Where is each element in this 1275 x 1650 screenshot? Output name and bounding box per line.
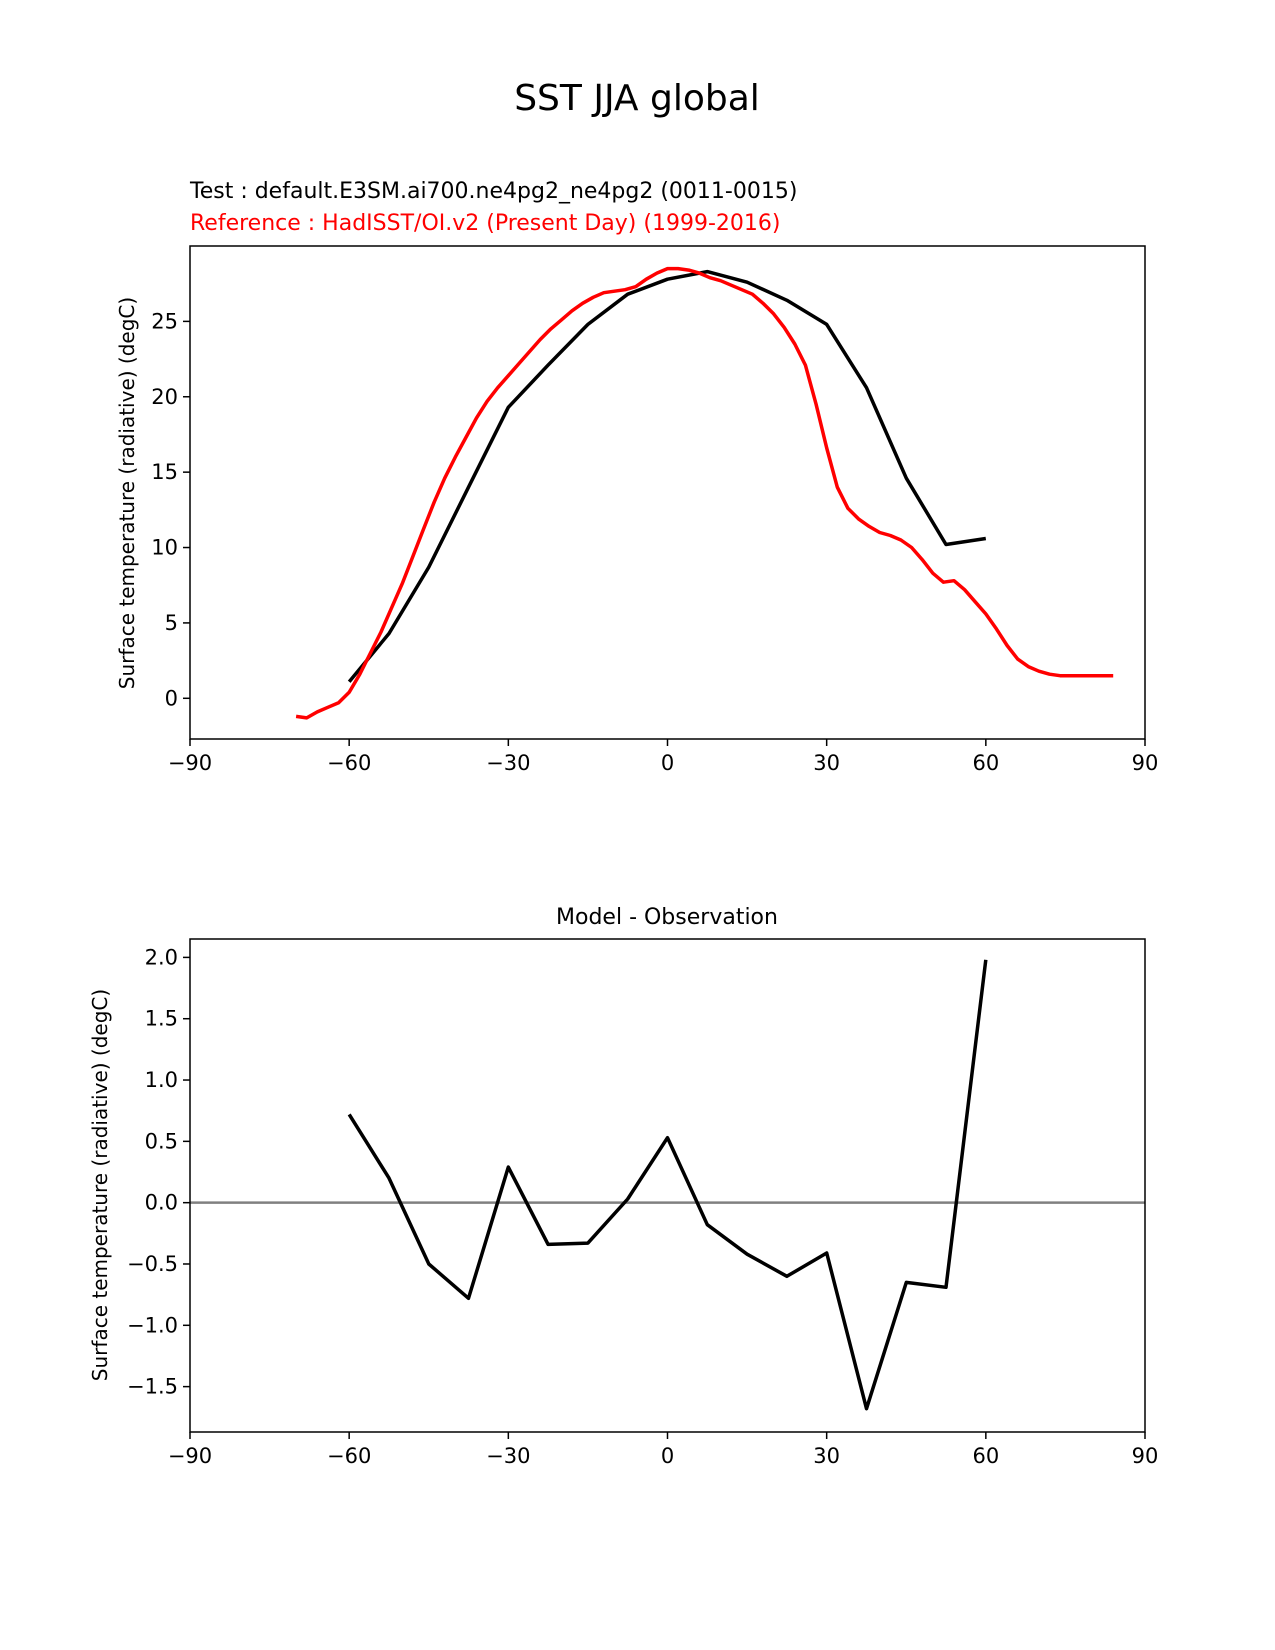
- top-x-tick-label: 60: [972, 751, 999, 775]
- bottom-x-tick-label: −60: [327, 1444, 371, 1468]
- top-ticks: −90 −60 −30 0 30 60 90 0 5 10 15 20 25: [151, 309, 1158, 775]
- top-y-tick-label: 20: [151, 385, 178, 409]
- bottom-x-tick-label: 0: [661, 1444, 674, 1468]
- bottom-ticks: −90 −60 −30 0 30 60 90 −1.5 −1.0 −0.5 0.0 0.5 1.0 1.5…: [127, 945, 1158, 1468]
- top-plot-frame: [189, 245, 1146, 740]
- top-y-tick-label: 15: [151, 460, 178, 484]
- bottom-title: Model - Observation: [556, 905, 778, 930]
- top-series: [295, 266, 1114, 720]
- top-test-line: [347, 269, 987, 683]
- bottom-y-tick-label: 1.5: [145, 1007, 178, 1031]
- bottom-x-tick-label: 30: [813, 1444, 840, 1468]
- top-reference-line: [295, 266, 1114, 720]
- top-y-tick-label: 25: [151, 309, 178, 333]
- bottom-y-tick-label: 0.0: [145, 1191, 178, 1215]
- top-x-tick-label: −60: [327, 751, 371, 775]
- bottom-y-tick-label: −0.5: [127, 1252, 178, 1276]
- bottom-series: [190, 959, 1145, 1411]
- bottom-y-tick-label: 1.0: [145, 1068, 178, 1092]
- top-panel: Test : default.E3SM.ai700.ne4pg2_ne4pg2 …: [115, 179, 1158, 775]
- bottom-panel: Model - Observation Surface temperature …: [88, 905, 1158, 1468]
- bottom-x-tick-label: −90: [168, 1444, 212, 1468]
- top-x-tick-label: −90: [168, 751, 212, 775]
- top-y-tick-label: 0: [165, 686, 178, 710]
- top-y-axis-label: Surface temperature (radiative) (degC): [115, 297, 139, 689]
- bottom-y-tick-label: −1.5: [127, 1375, 178, 1399]
- test-title: Test : default.E3SM.ai700.ne4pg2_ne4pg2 …: [189, 179, 797, 204]
- bottom-y-tick-label: 0.5: [145, 1129, 178, 1153]
- figure-title: SST JJA global: [514, 78, 760, 119]
- bottom-y-tick-label: 2.0: [145, 945, 178, 969]
- bottom-x-tick-label: 90: [1132, 1444, 1159, 1468]
- top-y-tick-label: 5: [165, 611, 178, 635]
- bottom-difference-line: [347, 959, 988, 1411]
- bottom-y-axis-label: Surface temperature (radiative) (degC): [88, 989, 112, 1381]
- bottom-plot-frame: [189, 938, 1146, 1433]
- bottom-x-tick-label: −30: [486, 1444, 530, 1468]
- bottom-x-tick-label: 60: [972, 1444, 999, 1468]
- top-x-tick-label: 0: [661, 751, 674, 775]
- bottom-y-tick-label: −1.0: [127, 1313, 178, 1337]
- top-x-tick-label: 90: [1132, 751, 1159, 775]
- top-y-tick-label: 10: [151, 536, 178, 560]
- top-x-tick-label: −30: [486, 751, 530, 775]
- top-x-tick-label: 30: [813, 751, 840, 775]
- reference-title: Reference : HadISST/OI.v2 (Present Day) …: [190, 211, 780, 236]
